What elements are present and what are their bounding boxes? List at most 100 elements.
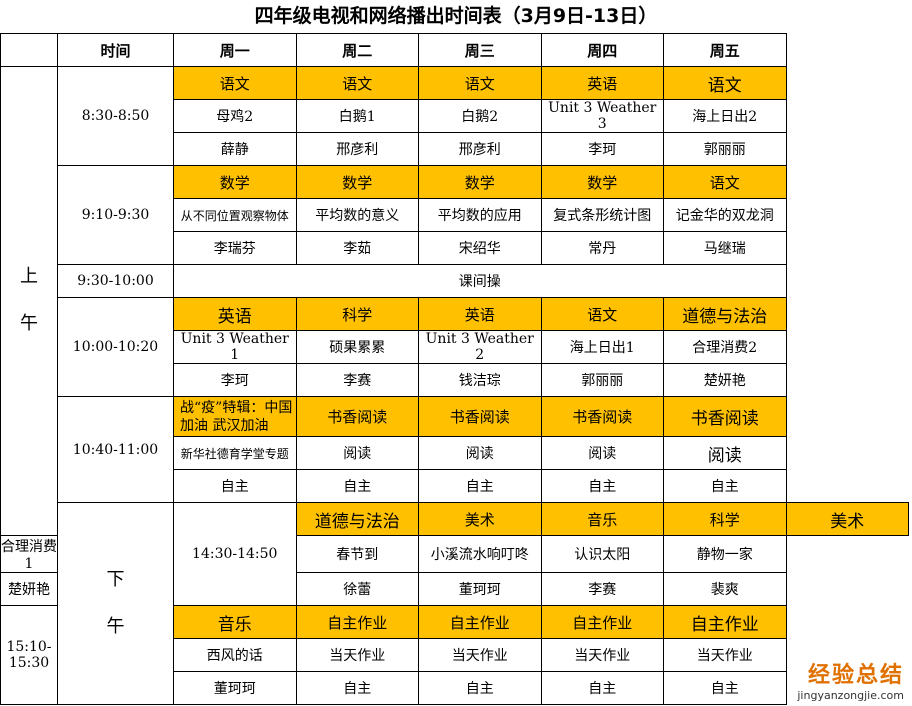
header-cell: 周三: [418, 33, 542, 67]
topic-cell: 当天作业: [663, 638, 787, 672]
subject-cell: 美术: [785, 502, 909, 536]
topic-cell: 合理消费1: [0, 535, 58, 573]
topic-cell: 阅读: [540, 436, 664, 470]
teacher-cell: 自主: [418, 469, 542, 503]
teacher-cell: 李珂: [173, 363, 297, 397]
header-cell: 周四: [540, 33, 664, 67]
subject-cell: 数学: [540, 165, 664, 199]
subject-cell: 自主作业: [540, 605, 664, 639]
period-cell: 下午: [57, 502, 174, 705]
watermark-text: 总结: [855, 662, 904, 688]
subject-cell: 道德与法治: [663, 297, 787, 331]
subject-cell: 书香阅读: [540, 396, 664, 437]
teacher-cell: 马继瑞: [663, 231, 787, 265]
time-cell: 8:30-8:50: [57, 66, 174, 166]
table-row: 自主 自主 自主 自主 自主: [1, 469, 909, 503]
teacher-cell: 李茹: [295, 231, 419, 265]
topic-cell: 当天作业: [540, 638, 664, 672]
topic-cell: Unit 3 Weather 2: [418, 330, 542, 364]
teacher-cell: 宋绍华: [418, 231, 542, 265]
topic-cell: 西风的话: [173, 638, 297, 672]
watermark: 经验总结 jingyanzongjie.com: [797, 657, 904, 702]
period-label: 午: [20, 313, 38, 334]
subject-cell: 英语: [173, 297, 297, 331]
teacher-cell: 自主: [540, 671, 664, 705]
topic-cell: 海上日出2: [663, 99, 787, 133]
teacher-cell: 董珂珂: [418, 572, 542, 606]
topic-cell: 小溪流水响叮咚: [418, 535, 542, 573]
table-row: 15:10-15:30 音乐 自主作业 自主作业 自主作业 自主作业: [0, 605, 909, 705]
teacher-cell: 邢彦利: [295, 132, 419, 166]
topic-cell: Unit 3 Weather 3: [540, 99, 664, 133]
teacher-cell: 自主: [663, 671, 787, 705]
topic-cell: 海上日出1: [540, 330, 664, 364]
header-cell: 时间: [57, 33, 174, 67]
teacher-cell: 董珂珂: [173, 671, 297, 705]
teacher-cell: 李赛: [540, 572, 664, 606]
break-row: 9:30-10:00 课间操: [1, 264, 909, 298]
subject-cell: 道德与法治: [295, 502, 419, 536]
subject-cell: 数学: [418, 165, 542, 199]
topic-cell: 复式条形统计图: [540, 198, 664, 232]
table-row: 李珂 李赛 钱洁琮 郭丽丽 楚妍艳: [1, 363, 909, 397]
teacher-cell: 自主: [418, 671, 542, 705]
subject-cell: 数学: [173, 165, 297, 199]
teacher-cell: 自主: [663, 469, 787, 503]
page-title: 四年级电视和网络播出时间表（3月9日-13日）: [254, 5, 658, 27]
subject-cell: 自主作业: [418, 605, 542, 639]
topic-cell: 合理消费2: [663, 330, 787, 364]
table-row: 上午 8:30-8:50 语文 语文 语文 英语 语文: [0, 66, 909, 536]
subject-cell: 语文: [663, 165, 787, 199]
topic-cell: 当天作业: [418, 638, 542, 672]
subject-cell: 音乐: [173, 605, 297, 639]
teacher-cell: 楚妍艳: [663, 363, 787, 397]
table-row: 薛静 邢彦利 邢彦利 李珂 郭丽丽: [1, 132, 909, 166]
teacher-cell: 自主: [540, 469, 664, 503]
topic-cell: 硕果累累: [295, 330, 419, 364]
break-cell: 课间操: [173, 264, 787, 298]
topic-cell: 白鹅2: [418, 99, 542, 133]
topic-cell: 母鸡2: [173, 99, 297, 133]
teacher-cell: 薛静: [173, 132, 297, 166]
topic-cell: 阅读: [295, 436, 419, 470]
subject-cell: 语文: [540, 297, 664, 331]
table-row: 新华社德育学堂专题 阅读 阅读 阅读 阅读: [1, 436, 909, 470]
teacher-cell: 自主: [295, 469, 419, 503]
topic-cell: 阅读: [418, 436, 542, 470]
watermark-url: jingyanzongjie.com: [797, 689, 904, 702]
time-cell: 9:30-10:00: [57, 264, 174, 298]
subject-cell: 音乐: [540, 502, 664, 536]
table-row: 董珂珂 自主 自主 自主 自主: [1, 671, 909, 705]
teacher-cell: 李珂: [540, 132, 664, 166]
topic-cell: 认识太阳: [540, 535, 664, 573]
subject-cell: 语文: [663, 66, 787, 100]
topic-cell: 从不同位置观察物体: [173, 198, 297, 232]
subject-cell: 战“疫”特辑：中国加油 武汉加油: [173, 396, 297, 437]
subject-cell: 科学: [663, 502, 787, 536]
teacher-cell: 楚妍艳: [0, 572, 58, 606]
teacher-cell: 常丹: [540, 231, 664, 265]
topic-cell: 记金华的双龙洞: [663, 198, 787, 232]
table-row: 下午 14:30-14:50 道德与法治 美术 音乐 科学 美术: [1, 502, 909, 705]
time-cell: 9:10-9:30: [57, 165, 174, 265]
topic-cell: 平均数的应用: [418, 198, 542, 232]
table-row: 10:40-11:00 战“疫”特辑：中国加油 武汉加油 书香阅读 书香阅读 书香阅读书…: [1, 396, 909, 503]
corner-cell: [0, 33, 58, 67]
subject-cell: 美术: [418, 502, 542, 536]
header-cell: 周二: [295, 33, 419, 67]
table-row: 10:00-10:20 英语 科学 英语 语文 道德与法治: [1, 297, 909, 397]
watermark-text: 经验: [807, 662, 856, 688]
teacher-cell: 裴爽: [663, 572, 787, 606]
header-cell: 周五: [663, 33, 787, 67]
teacher-cell: 徐蕾: [295, 572, 419, 606]
teacher-cell: 郭丽丽: [540, 363, 664, 397]
subject-cell: 数学: [295, 165, 419, 199]
time-cell: 15:10-15:30: [0, 605, 58, 705]
period-cell: 上午: [0, 66, 58, 536]
period-label: 上: [20, 266, 38, 288]
table-row: 从不同位置观察物体 平均数的意义 平均数的应用 复式条形统计图 记金华的双龙洞: [1, 198, 909, 232]
subject-cell: 书香阅读: [418, 396, 542, 437]
table-row: Unit 3 Weather 1 硕果累累 Unit 3 Weather 2 海上日出…: [1, 330, 909, 364]
header-cell: 周一: [173, 33, 297, 67]
period-label: 午: [106, 615, 125, 637]
